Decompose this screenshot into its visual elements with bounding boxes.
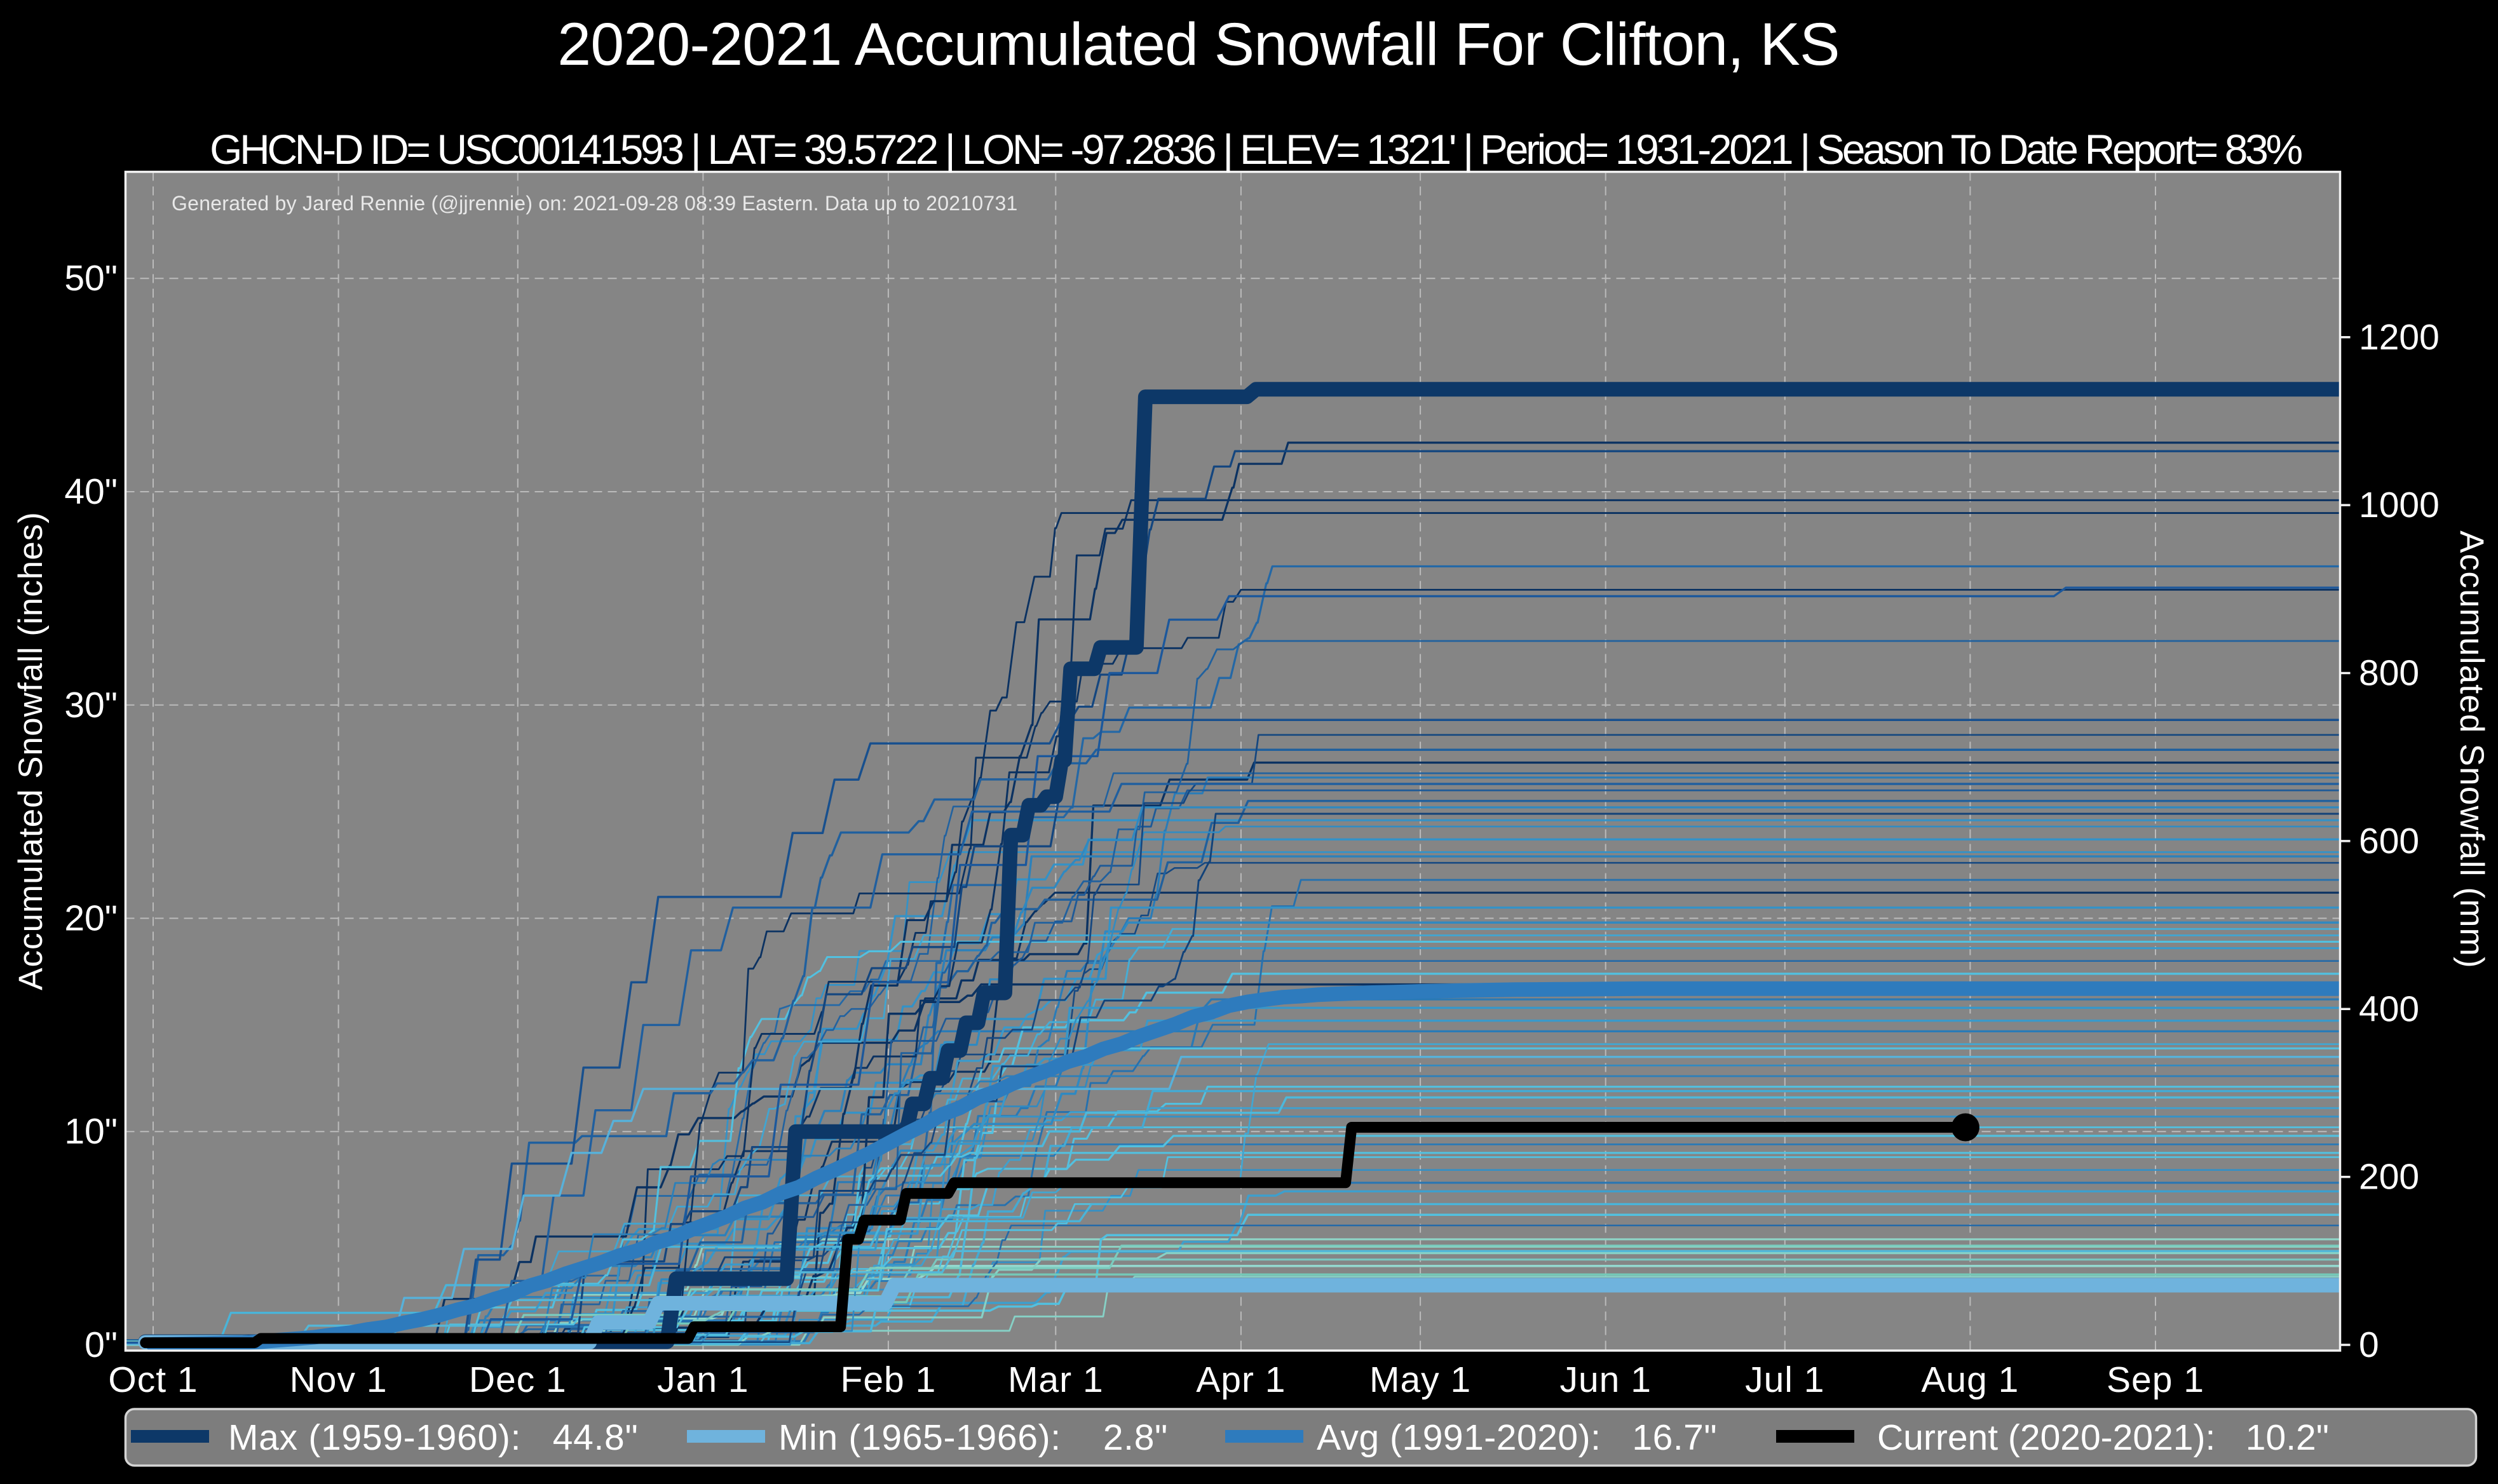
svg-text:0: 0 — [2359, 1325, 2379, 1365]
svg-text:30": 30" — [64, 685, 118, 725]
svg-text:Sep 1: Sep 1 — [2107, 1359, 2204, 1400]
svg-text:Generated by Jared Rennie (@jj: Generated by Jared Rennie (@jjrennie) on… — [172, 192, 1018, 215]
svg-text:Apr 1: Apr 1 — [1196, 1359, 1286, 1400]
svg-text:Accumulated Snowfall (inches): Accumulated Snowfall (inches) — [12, 511, 50, 990]
svg-text:20": 20" — [64, 898, 118, 939]
svg-text:40": 40" — [64, 471, 118, 512]
svg-text:Accumulated Snowfall (mm): Accumulated Snowfall (mm) — [2453, 530, 2490, 969]
svg-text:GHCN-D ID= USC00141593 | LAT=: GHCN-D ID= USC00141593 | LAT= 39.5722 | … — [210, 126, 2302, 173]
svg-text:Nov 1: Nov 1 — [290, 1359, 388, 1400]
svg-text:400: 400 — [2359, 988, 2419, 1029]
svg-text:Min (1965-1966): 2.8": Min (1965-1966): 2.8" — [778, 1417, 1168, 1458]
svg-text:Mar 1: Mar 1 — [1008, 1359, 1104, 1400]
svg-text:Jan 1: Jan 1 — [657, 1359, 749, 1400]
svg-text:Avg (1991-2020): 16.7": Avg (1991-2020): 16.7" — [1317, 1417, 1717, 1458]
svg-text:Current (2020-2021): 10.2": Current (2020-2021): 10.2" — [1877, 1417, 2329, 1458]
svg-text:Dec 1: Dec 1 — [469, 1359, 567, 1400]
svg-text:May 1: May 1 — [1369, 1359, 1471, 1400]
svg-text:600: 600 — [2359, 821, 2419, 861]
svg-text:200: 200 — [2359, 1157, 2419, 1197]
svg-text:Aug 1: Aug 1 — [1921, 1359, 2019, 1400]
svg-text:Max (1959-1960): 44.8": Max (1959-1960): 44.8" — [228, 1417, 638, 1458]
svg-text:0": 0" — [85, 1325, 118, 1365]
svg-text:2020-2021 Accumulated Snowfall: 2020-2021 Accumulated Snowfall For Clift… — [557, 11, 1839, 78]
svg-text:50": 50" — [64, 258, 118, 299]
svg-text:Jul 1: Jul 1 — [1745, 1359, 1824, 1400]
svg-text:Oct 1: Oct 1 — [108, 1359, 198, 1400]
svg-text:1200: 1200 — [2359, 317, 2440, 358]
svg-text:Jun 1: Jun 1 — [1559, 1359, 1651, 1400]
svg-text:800: 800 — [2359, 653, 2419, 694]
svg-text:10": 10" — [64, 1111, 118, 1152]
svg-text:Feb 1: Feb 1 — [841, 1359, 937, 1400]
svg-text:1000: 1000 — [2359, 485, 2440, 525]
